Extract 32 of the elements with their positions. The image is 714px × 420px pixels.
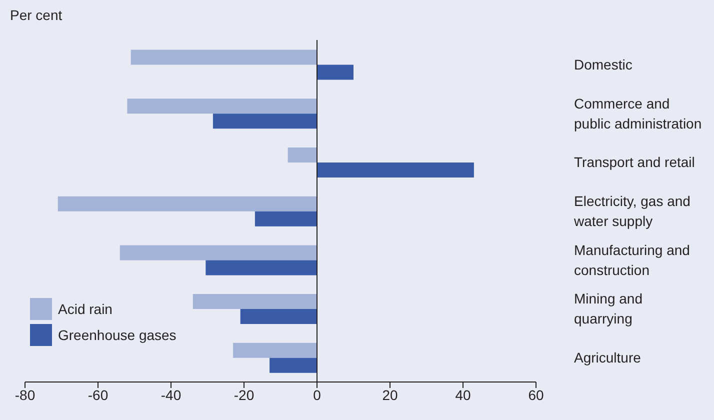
bar	[240, 309, 317, 324]
x-tick-label: -80	[14, 386, 36, 403]
x-tick-label: -60	[88, 386, 108, 403]
x-tick-label: 40	[455, 386, 471, 403]
text: Per cent	[10, 7, 62, 23]
bar	[254, 211, 317, 226]
x-tick-label: 60	[528, 386, 544, 403]
bar	[58, 196, 317, 212]
bar	[120, 245, 317, 260]
bar	[130, 50, 317, 65]
y-tick-label: Commerce and public administration	[574, 95, 702, 132]
y-tick-label: Electricity, gas and water supply	[573, 193, 690, 229]
y-tick-label: Mining and quarrying	[574, 290, 642, 327]
x-tick-label: -40	[160, 386, 182, 403]
x-tick-label: -20	[234, 386, 254, 403]
bar	[317, 162, 474, 178]
bar	[192, 294, 317, 310]
bar	[212, 114, 317, 129]
bar	[270, 358, 317, 373]
bar	[288, 147, 317, 162]
legend-label: Acid rain	[58, 301, 112, 317]
bar	[127, 98, 317, 114]
bar	[206, 260, 317, 276]
y-tick-label: Manufacturing and construction	[574, 242, 690, 278]
x-tick-label: 20	[382, 386, 398, 403]
x-tick-label: 0	[313, 386, 322, 403]
y-tick-label: Transport and retail	[574, 154, 695, 170]
y-tick-label: Agriculture	[574, 350, 642, 366]
bar	[317, 64, 354, 80]
bar	[233, 342, 317, 358]
legend-label: Greenhouse gases	[58, 327, 176, 343]
y-tick-label: Domestic	[574, 56, 632, 72]
